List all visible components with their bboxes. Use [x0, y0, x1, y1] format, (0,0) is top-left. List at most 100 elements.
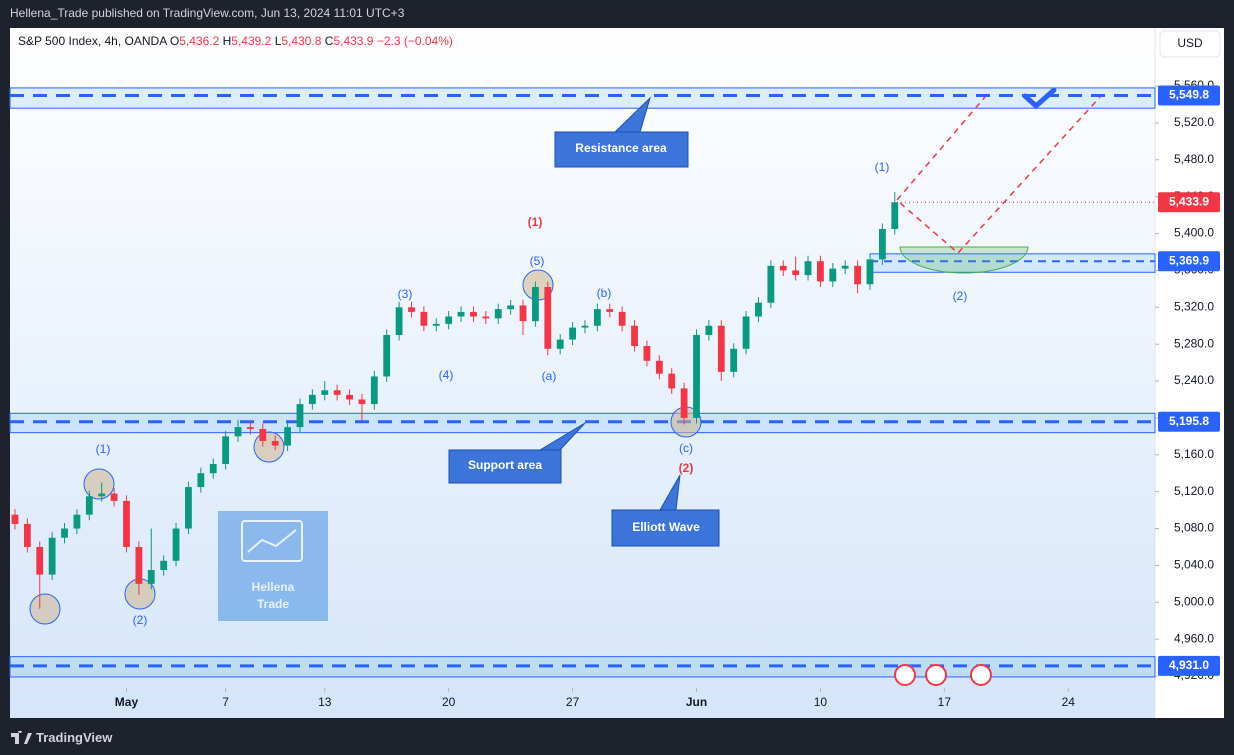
candle-body — [569, 327, 576, 340]
candle-body — [482, 316, 490, 319]
candle-body — [742, 316, 750, 349]
candle-body — [321, 390, 329, 395]
wave-label: (1) — [96, 442, 111, 456]
wave-label: (c) — [679, 441, 693, 455]
current-price-box — [1158, 192, 1220, 213]
candle-body — [680, 388, 688, 418]
candle-body — [296, 404, 304, 428]
event-icon[interactable] — [925, 664, 947, 686]
legend-title: S&P 500 Index, 4h, OANDA — [18, 34, 167, 48]
y-tick-label: 5,480.0 — [1174, 152, 1214, 166]
publisher-line: Hellena_Trade published on TradingView.c… — [10, 6, 405, 20]
wave-circle — [29, 593, 61, 625]
zones — [9, 87, 1156, 678]
candle-body — [593, 309, 601, 326]
candle-body — [779, 265, 787, 271]
x-tick-label: Jun — [686, 695, 707, 709]
candle-body — [147, 570, 155, 584]
candle-body — [408, 307, 415, 312]
x-tick-label: 24 — [1062, 695, 1076, 709]
candle-body — [420, 311, 428, 326]
x-tick-label: 17 — [938, 695, 952, 709]
candle-body — [544, 287, 552, 349]
x-tick-label: 7 — [222, 695, 229, 709]
callout-box — [554, 96, 689, 168]
candle-body — [123, 500, 130, 547]
candle-body — [209, 464, 217, 474]
candle-body — [717, 325, 725, 372]
wave-label: (5) — [530, 254, 545, 268]
candle-body — [61, 528, 68, 538]
candle-body — [160, 560, 168, 571]
candle-body — [693, 334, 700, 418]
candle-body — [556, 339, 564, 349]
candle-body — [445, 316, 453, 324]
wave-label: (2) — [133, 613, 148, 627]
level-label-box — [1158, 251, 1220, 272]
currency: USD — [1177, 36, 1203, 50]
x-tick-label: 27 — [566, 695, 580, 709]
y-tick-label: 5,240.0 — [1174, 373, 1214, 387]
candle-body — [333, 390, 341, 395]
wave-label: (4) — [439, 368, 454, 382]
candle-body — [370, 376, 378, 405]
candle-body — [48, 537, 56, 575]
wave-label: (2) — [953, 289, 968, 303]
candle-body — [519, 305, 527, 322]
x-tick-label: 20 — [442, 695, 456, 709]
candle-body — [98, 493, 106, 497]
watermark-box — [218, 511, 328, 621]
bowl — [899, 246, 1029, 274]
candle-body — [755, 302, 762, 317]
legend-key: L — [275, 34, 282, 48]
y-tick-label: 5,520.0 — [1174, 115, 1214, 129]
candle-body — [804, 261, 812, 276]
x-tick-label: 10 — [814, 695, 828, 709]
candle-body — [395, 307, 403, 335]
candle-body — [358, 399, 366, 405]
candle-body — [705, 325, 713, 335]
price-zone — [9, 87, 1156, 109]
candle-body — [854, 265, 862, 285]
brand: TradingView — [36, 730, 113, 745]
candle-body — [618, 311, 626, 326]
legend-value: 5,433.9 — [333, 34, 373, 48]
check-mark — [1022, 87, 1057, 110]
wave-circle — [83, 468, 115, 500]
current-price-label: 5,433.9 — [1169, 194, 1209, 208]
candle-body — [246, 427, 254, 429]
wave-label: (1) — [528, 215, 543, 229]
y-tick-label: 5,280.0 — [1174, 336, 1214, 350]
callout-text: Elliott Wave — [632, 520, 700, 534]
candle-body — [135, 546, 143, 584]
event-icon[interactable] — [894, 664, 916, 686]
candle-body — [866, 259, 874, 285]
legend-key: C — [325, 34, 334, 48]
legend-key: H — [223, 34, 232, 48]
candle-body — [110, 493, 118, 501]
candle-body — [668, 373, 676, 389]
candle-body — [383, 334, 391, 377]
legend-line: S&P 500 Index, 4h, OANDA O5,436.2 H5,439… — [18, 34, 453, 48]
candle-body — [829, 268, 837, 282]
currency-button[interactable] — [1159, 30, 1221, 58]
projection-line — [896, 96, 986, 201]
event-icon[interactable] — [970, 664, 992, 686]
y-tick-label: 5,040.0 — [1174, 558, 1214, 572]
footer: TradingView — [10, 730, 112, 745]
candle-body — [841, 265, 849, 269]
decorations — [29, 30, 1221, 686]
candle-body — [532, 287, 539, 322]
watermark-text: Hellena — [252, 580, 295, 594]
level-label-box — [1158, 85, 1220, 106]
wave-label: (1) — [875, 160, 890, 174]
level-label: 5,549.8 — [1169, 88, 1209, 102]
brand-logo — [11, 730, 32, 744]
callout-text: Resistance area — [575, 141, 667, 155]
candle-body — [222, 436, 230, 465]
price-axis-panel — [1155, 28, 1224, 718]
candle-body — [891, 202, 899, 229]
candle-body — [792, 270, 800, 276]
legend-change: −2.3 (−0.04%) — [377, 34, 453, 48]
